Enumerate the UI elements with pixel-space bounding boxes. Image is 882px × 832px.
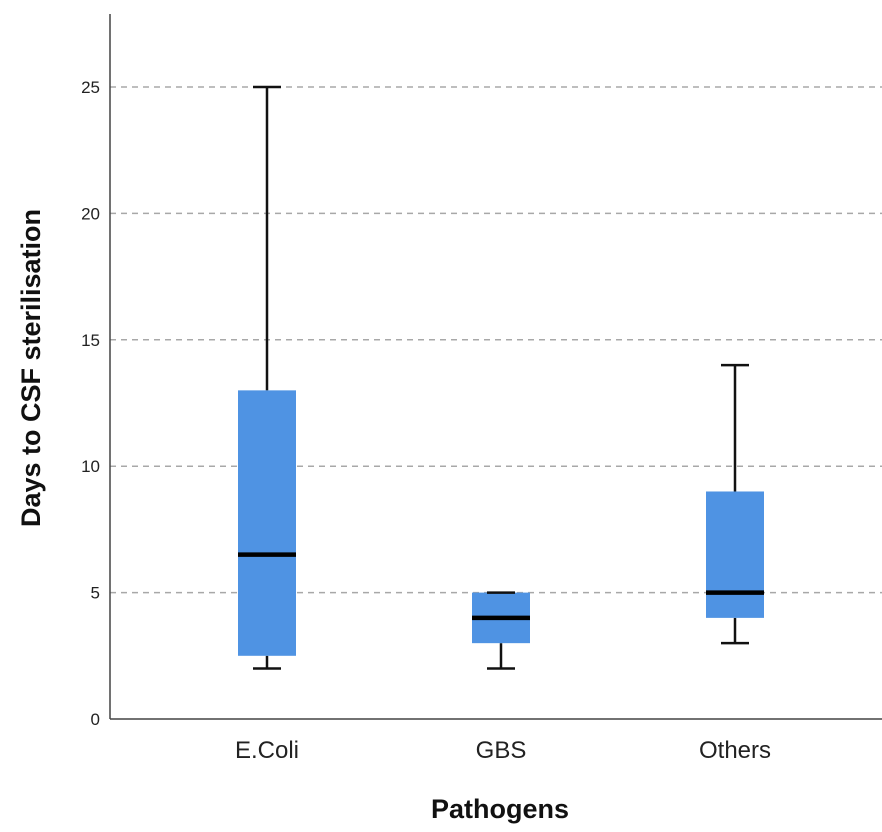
x-category-label-e-coli: E.Coli [235, 737, 299, 764]
box-e-coli [238, 85, 296, 670]
y-tick-label-10: 10 [81, 457, 100, 476]
iqr-box [706, 491, 764, 618]
y-tick-label-25: 25 [81, 78, 100, 97]
x-category-label-others: Others [699, 737, 771, 764]
y-tick-label-20: 20 [81, 204, 100, 223]
y-tick-label-0: 0 [91, 710, 100, 729]
box-gbs [472, 591, 530, 670]
boxes [238, 85, 764, 670]
gridlines [110, 86, 882, 594]
x-category-labels: E.Coli GBS Others [235, 737, 771, 764]
y-tick-label-5: 5 [91, 584, 100, 603]
iqr-box [238, 390, 296, 656]
y-tick-labels: 0 5 10 15 20 25 [81, 78, 100, 729]
x-axis-title: Pathogens [431, 794, 569, 824]
y-axis-title: Days to CSF sterilisation [16, 209, 46, 527]
box-others [706, 363, 764, 645]
y-tick-label-15: 15 [81, 331, 100, 350]
x-category-label-gbs: GBS [476, 737, 527, 764]
